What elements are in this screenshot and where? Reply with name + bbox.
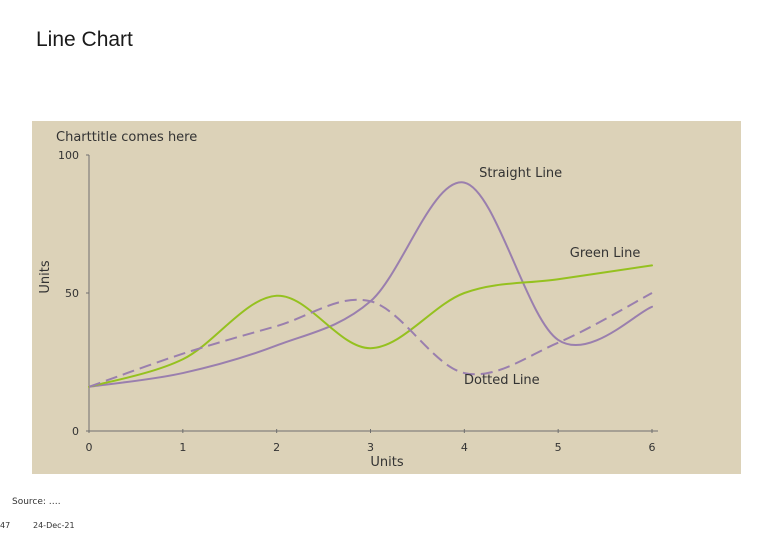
chart-title: Charttitle comes here — [56, 130, 197, 145]
x-tick-label: 5 — [555, 441, 562, 454]
y-tick-label: 50 — [65, 287, 79, 300]
y-axis-label: Units — [38, 260, 53, 293]
series-dotted-line — [88, 292, 653, 388]
x-tick-label: 3 — [367, 441, 374, 454]
series-layer — [88, 181, 653, 388]
source-note: Source: …. — [12, 497, 61, 507]
label-straight-line: Straight Line — [479, 166, 562, 181]
axes: 0 1 2 3 4 5 6 0 50 100 — [58, 149, 658, 454]
slide-date: 24-Dec-21 — [33, 521, 75, 530]
label-green-line: Green Line — [570, 246, 641, 261]
series-green-line — [88, 264, 653, 388]
page-title: Line Chart — [36, 28, 133, 51]
y-tick-label: 100 — [58, 149, 79, 162]
x-axis-label: Units — [370, 455, 403, 470]
slide-number: 47 — [0, 521, 11, 530]
x-tick-label: 2 — [273, 441, 280, 454]
y-tick-label: 0 — [72, 425, 79, 438]
annotation-layer: Straight Line Green Line Dotted Line — [464, 166, 640, 388]
x-tick-label: 1 — [179, 441, 186, 454]
x-tick-label: 6 — [649, 441, 656, 454]
line-chart: Charttitle comes here 0 1 2 3 4 5 6 0 50 100 Stra… — [38, 130, 658, 470]
label-dotted-line: Dotted Line — [464, 373, 540, 388]
x-tick-label: 0 — [86, 441, 93, 454]
x-tick-label: 4 — [461, 441, 468, 454]
chart-panel: Charttitle comes here 0 1 2 3 4 5 6 0 50 100 Stra… — [32, 121, 741, 474]
series-straight-line — [88, 181, 653, 388]
